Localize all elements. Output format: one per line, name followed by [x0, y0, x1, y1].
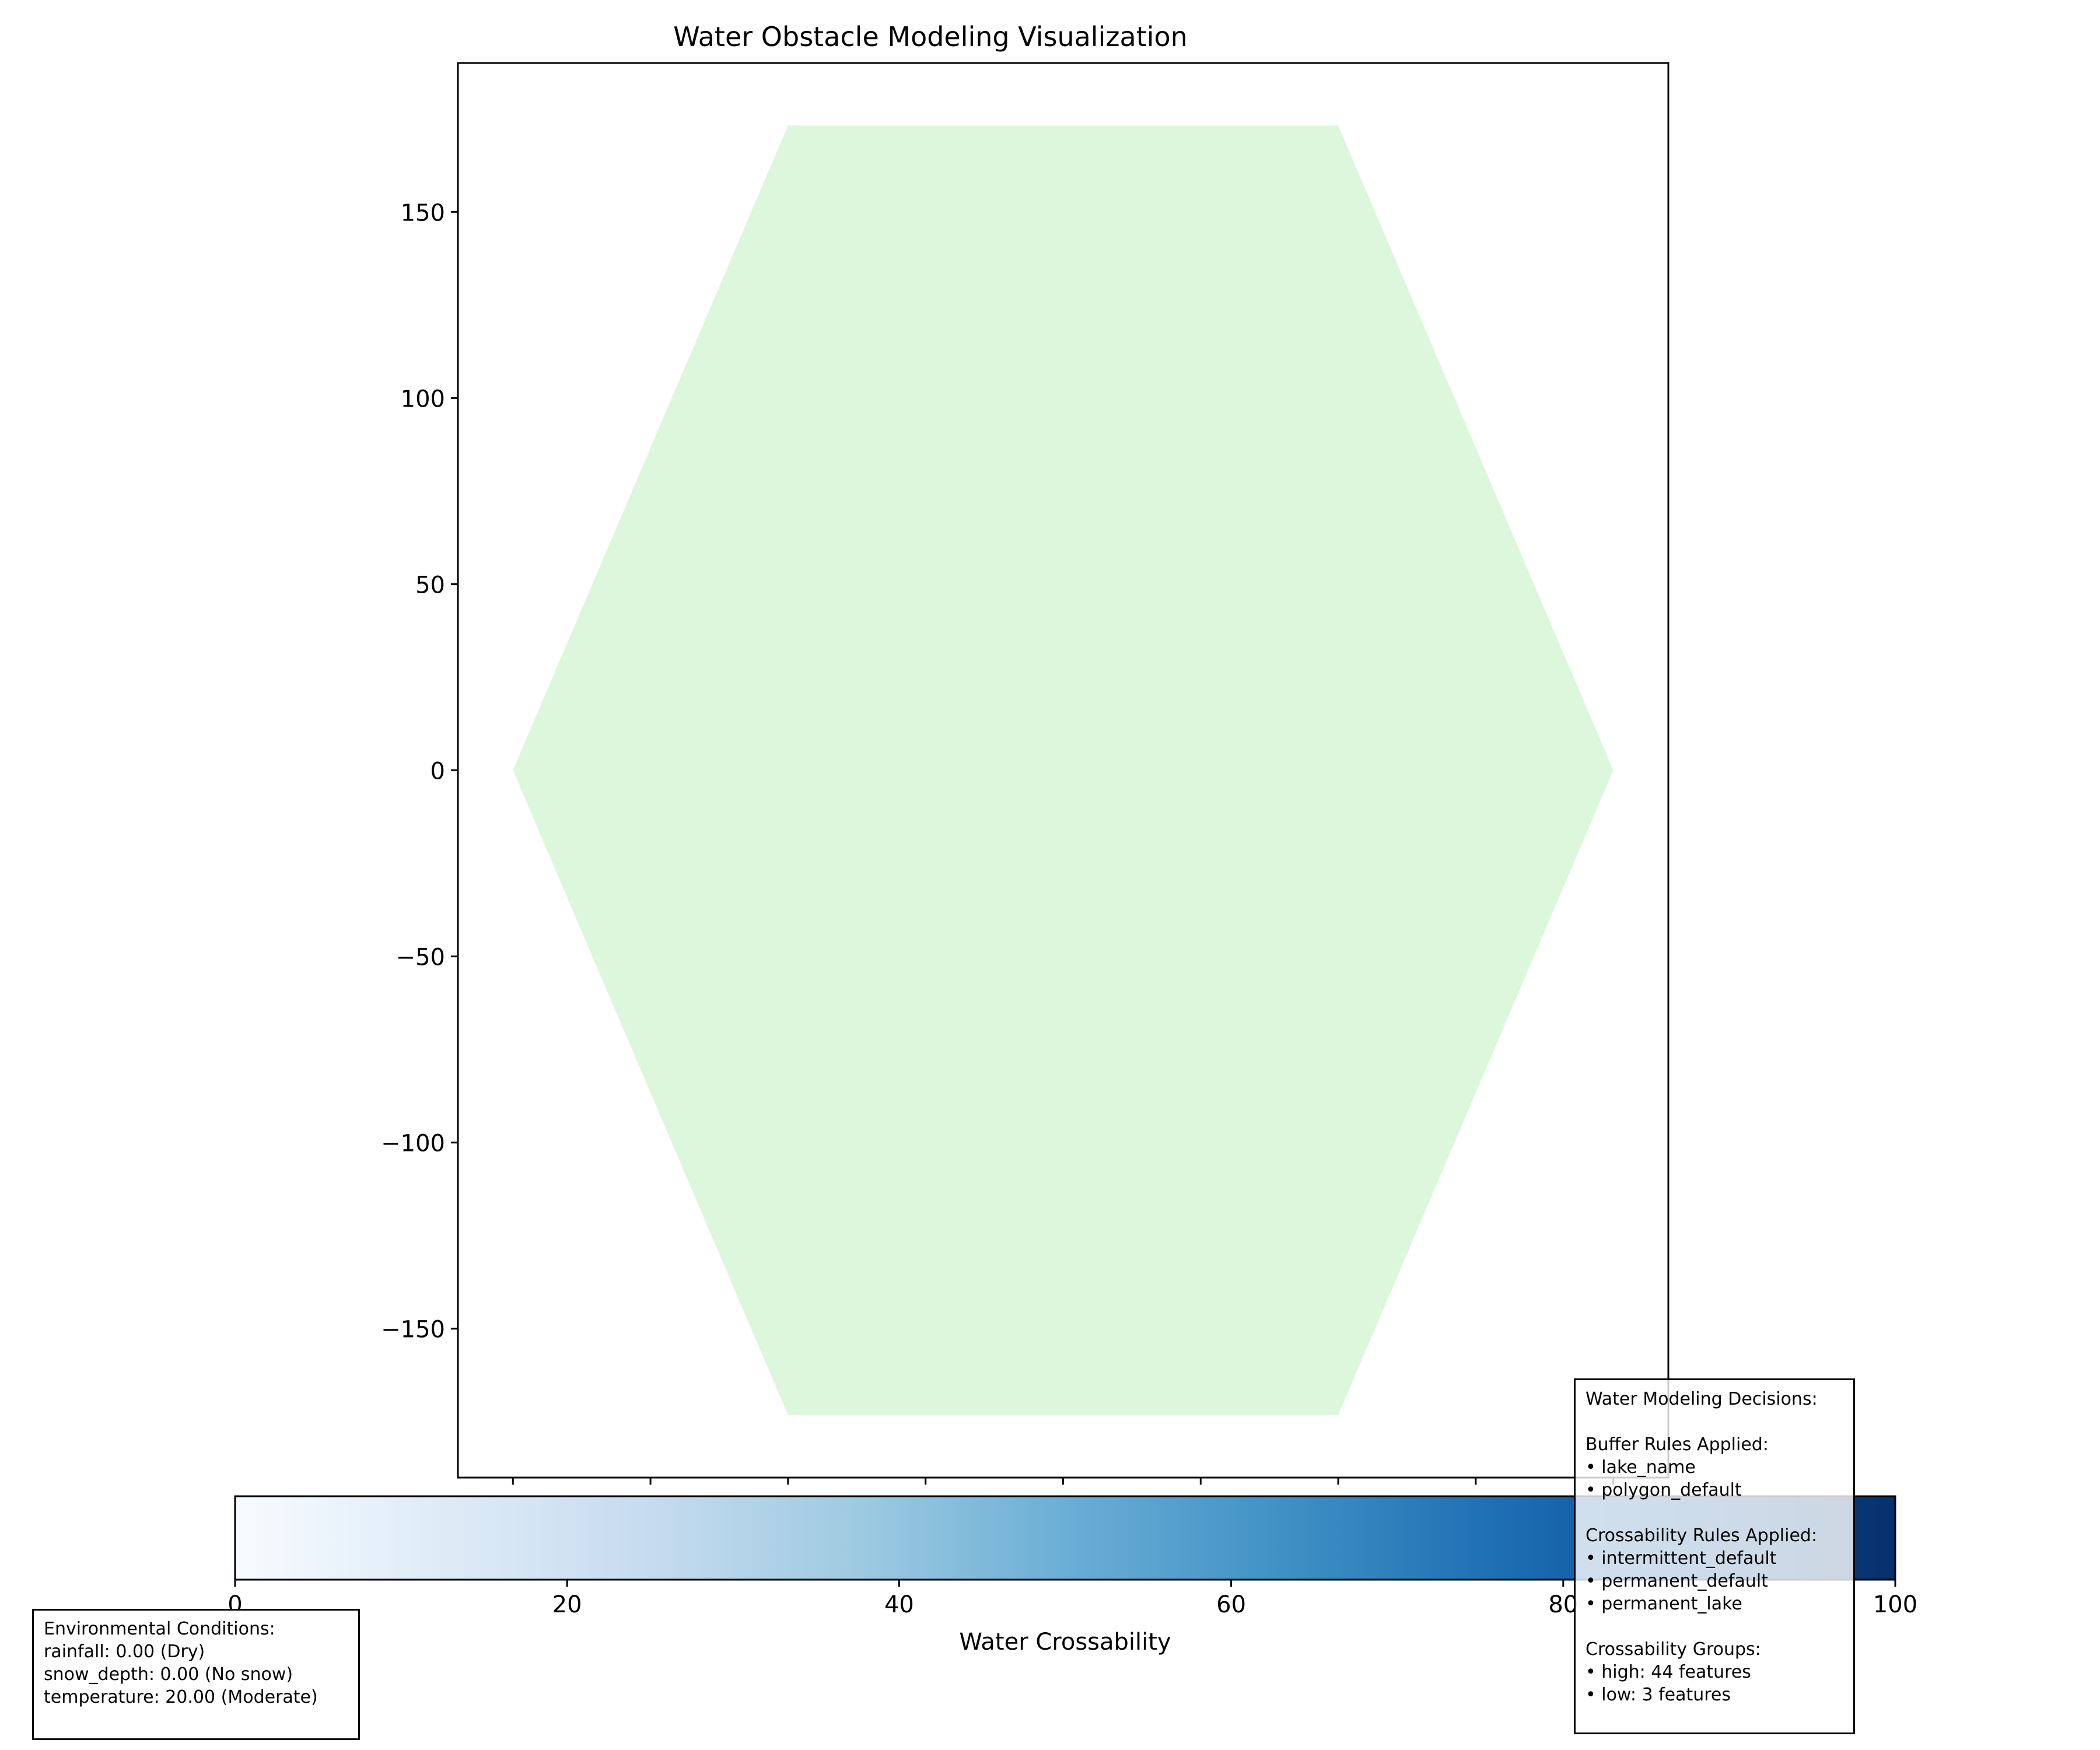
decision-line: • low: 3 features: [1586, 1685, 1731, 1705]
y-tick-label: −150: [381, 1317, 445, 1343]
decision-line: Crossability Rules Applied:: [1586, 1525, 1818, 1546]
decision-line: • permanent_lake: [1586, 1594, 1742, 1614]
chart-title: Water Obstacle Modeling Visualization: [673, 21, 1188, 52]
plot-area: [457, 62, 1670, 1479]
env-line: Environmental Conditions:: [44, 1619, 275, 1639]
decision-line: [1586, 1410, 1853, 1433]
colorbar-tick-label: 60: [1216, 1591, 1246, 1618]
colorbar-tick-label: 40: [884, 1591, 914, 1618]
decision-line: • polygon_default: [1586, 1480, 1742, 1500]
decision-line: [1586, 1502, 1853, 1524]
y-tick-label: 0: [430, 758, 445, 785]
colorbar-tick-label: 100: [1873, 1591, 1917, 1618]
y-tick-label: 50: [415, 572, 445, 598]
y-tick-label: −100: [381, 1130, 445, 1157]
decision-line: Water Modeling Decisions:: [1586, 1389, 1818, 1409]
decision-line: • lake_name: [1586, 1457, 1696, 1478]
colorbar-tick-label: 20: [552, 1591, 582, 1618]
colorbar-frame: [234, 1495, 1896, 1581]
decision-line: Buffer Rules Applied:: [1586, 1434, 1769, 1455]
colorbar-tick-label: 80: [1548, 1591, 1578, 1618]
y-axis: 150 100 50 0 −50 −100 −150: [381, 200, 458, 1343]
decision-line: • intermittent_default: [1586, 1548, 1777, 1569]
environmental-conditions-box: Environmental Conditions: rainfall: 0.00…: [32, 1609, 360, 1740]
env-line: rainfall: 0.00 (Dry): [44, 1642, 205, 1662]
water-modeling-decisions-box: Water Modeling Decisions: Buffer Rules A…: [1574, 1378, 1855, 1734]
y-tick-label: 100: [401, 386, 445, 412]
x-axis: [512, 1478, 1615, 1485]
decision-line: Crossability Groups:: [1586, 1639, 1761, 1660]
env-line: temperature: 20.00 (Moderate): [44, 1687, 318, 1707]
decision-line: • high: 44 features: [1586, 1662, 1751, 1682]
decision-line: • permanent_default: [1586, 1571, 1768, 1591]
y-tick-label: 150: [401, 200, 445, 226]
colorbar-label: Water Crossability: [959, 1629, 1171, 1656]
decision-line: [1586, 1615, 1853, 1638]
env-line: snow_depth: 0.00 (No snow): [44, 1664, 293, 1685]
y-tick-label: −50: [396, 944, 445, 971]
water-polygon: [513, 125, 1614, 1415]
colorbar-ticks: 0 20 40 60 80 100: [228, 1580, 1917, 1618]
